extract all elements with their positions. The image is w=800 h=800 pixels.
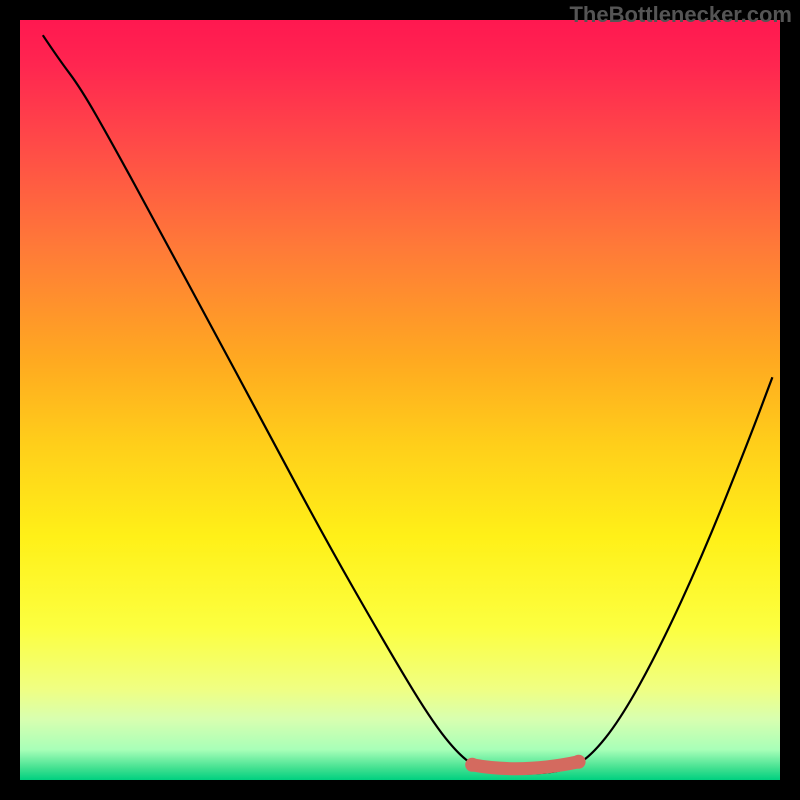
chart-frame: TheBottlenecker.com (0, 0, 800, 800)
optimal-range-marker (472, 762, 578, 769)
optimal-range-end-dot (572, 755, 586, 769)
bottleneck-chart (0, 0, 800, 800)
plot-area (20, 20, 780, 780)
optimal-range-start-dot (465, 758, 479, 772)
watermark-label: TheBottlenecker.com (569, 2, 792, 28)
